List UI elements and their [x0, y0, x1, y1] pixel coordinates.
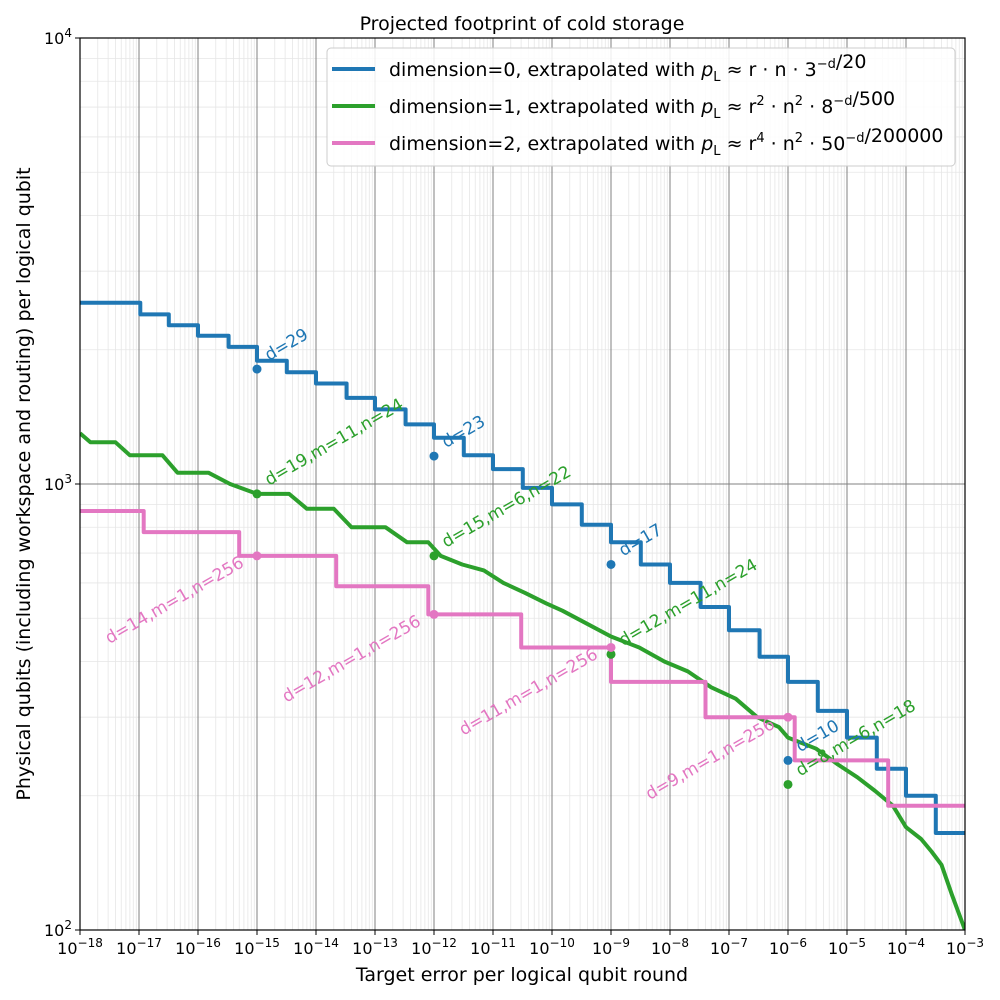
series-line-0 — [80, 300, 965, 835]
series-marker — [783, 755, 793, 765]
series-lines — [80, 300, 965, 930]
series-marker — [606, 559, 616, 569]
series-marker — [783, 712, 793, 722]
series-marker — [783, 779, 793, 789]
series-line-2 — [80, 509, 965, 808]
y-axis-title: Physical qubits (including workspace and… — [13, 167, 35, 800]
series-marker — [429, 609, 439, 619]
series-marker — [606, 649, 616, 659]
legend-box — [326, 47, 956, 167]
series-marker — [606, 642, 616, 652]
series-markers — [252, 364, 793, 789]
series-marker — [252, 364, 262, 374]
series-marker — [252, 551, 262, 561]
series-line-1 — [80, 431, 965, 930]
series-marker — [429, 451, 439, 461]
series-marker — [429, 551, 439, 561]
series-marker — [252, 489, 262, 499]
legend: dimension=0, extrapolated with pL ≈ r · … — [326, 47, 956, 167]
chart-title: Projected footprint of cold storage — [360, 13, 685, 35]
x-axis-title: Target error per logical qubit round — [355, 964, 688, 986]
